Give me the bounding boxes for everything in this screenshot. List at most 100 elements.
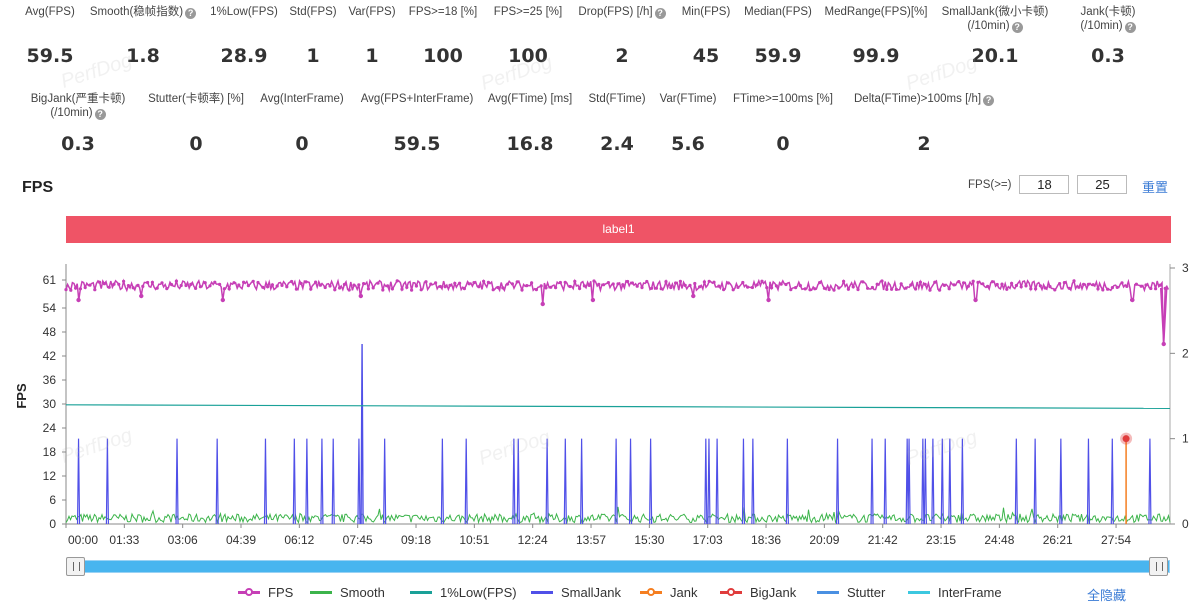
fps-point xyxy=(323,285,327,290)
fps-point xyxy=(578,286,582,291)
label-band[interactable]: label1 xyxy=(66,216,1171,243)
smalljank-spike xyxy=(628,438,633,525)
fps-series-line xyxy=(65,278,1170,345)
fps-point xyxy=(582,284,587,288)
legend-item-stutter[interactable]: Stutter xyxy=(817,585,885,600)
fps-point xyxy=(429,282,433,286)
fps-point xyxy=(1134,282,1138,286)
fps-point xyxy=(914,287,918,291)
fps-point xyxy=(1149,286,1153,291)
smalljank-spike xyxy=(923,438,927,525)
smalljank-spike xyxy=(545,438,549,525)
legend-item-bigjank[interactable]: BigJank xyxy=(720,585,796,600)
legend-label: 1%Low(FPS) xyxy=(440,585,517,600)
fps-point xyxy=(342,282,346,287)
legend-item-smooth[interactable]: Smooth xyxy=(310,585,385,600)
fps-point xyxy=(534,288,539,292)
fps-point xyxy=(1034,287,1038,291)
fps-point xyxy=(770,286,774,290)
help-icon[interactable]: ? xyxy=(1124,22,1136,33)
fps-point xyxy=(122,279,126,283)
fps-point xyxy=(693,281,697,286)
fps-point xyxy=(525,284,529,288)
fps-point xyxy=(251,279,255,283)
legend-swatch xyxy=(238,588,260,596)
fps-point xyxy=(93,288,97,292)
smalljank-spike xyxy=(948,438,952,525)
help-icon[interactable]: ? xyxy=(983,95,995,106)
fps-point xyxy=(78,287,82,291)
fps-point xyxy=(1038,284,1042,288)
slider-handle-right[interactable] xyxy=(1149,557,1168,576)
fps-point xyxy=(909,283,913,287)
stat-value: 0.3 xyxy=(61,133,95,155)
y-tick-label: 30 xyxy=(43,397,57,411)
fps-point xyxy=(818,281,822,285)
x-tick-label: 23:15 xyxy=(926,533,956,547)
stat-value: 99.9 xyxy=(852,45,900,67)
legend-item-jank[interactable]: Jank xyxy=(640,585,697,600)
fps-point xyxy=(419,288,423,292)
legend-item-interframe[interactable]: InterFrame xyxy=(908,585,1002,600)
help-icon[interactable]: ? xyxy=(185,8,197,19)
y-tick-label: 48 xyxy=(43,325,57,339)
fps-point xyxy=(1120,281,1124,285)
fps-point xyxy=(232,281,236,285)
fps-point xyxy=(774,284,779,288)
fps-point xyxy=(837,286,841,290)
fps-point xyxy=(942,283,947,287)
stat-value: 59.5 xyxy=(26,45,74,67)
smalljank-spike xyxy=(357,438,361,525)
x-tick-label: 06:12 xyxy=(284,533,314,547)
x-tick-label: 18:36 xyxy=(751,533,781,547)
legend-item-fps[interactable]: FPS xyxy=(238,585,293,600)
fps-point xyxy=(266,285,270,289)
legend-swatch xyxy=(720,588,742,596)
slider-handle-left[interactable] xyxy=(66,557,85,576)
stat-label: SmallJank(微小卡顿) xyxy=(941,6,1049,18)
fps-point xyxy=(962,281,966,285)
fps-point xyxy=(155,286,159,290)
fps-point xyxy=(530,281,534,285)
fps-point xyxy=(1110,286,1114,290)
fps-point xyxy=(726,281,731,285)
time-range-slider[interactable] xyxy=(66,560,1170,573)
fps-point xyxy=(606,281,611,285)
fps-dip-point xyxy=(139,293,144,299)
x-tick-label: 17:03 xyxy=(693,533,723,547)
smalljank-spike xyxy=(320,438,324,525)
help-icon[interactable]: ? xyxy=(1011,22,1023,33)
fps-point xyxy=(184,283,188,288)
stat-value: 16.8 xyxy=(506,133,554,155)
smalljank-spike xyxy=(1148,438,1152,525)
reset-link[interactable]: 重置 xyxy=(1142,180,1169,195)
help-icon[interactable]: ? xyxy=(654,8,666,19)
fps-point xyxy=(928,288,932,292)
stat-label-unit: (/10min)? xyxy=(8,106,148,120)
hide-all-link[interactable]: 全隐藏 xyxy=(1087,588,1127,602)
fps-point xyxy=(1096,287,1100,291)
fps-point xyxy=(626,279,630,284)
fps-point xyxy=(1005,287,1009,291)
fps-point xyxy=(722,288,726,292)
legend-item-1-low-fps-[interactable]: 1%Low(FPS) xyxy=(410,585,517,600)
fps-point xyxy=(779,282,783,286)
smalljank-spike xyxy=(883,438,887,525)
help-icon[interactable]: ? xyxy=(94,109,106,120)
fps-point xyxy=(1014,283,1019,288)
legend-swatch xyxy=(640,588,662,596)
y-tick-label: 36 xyxy=(43,373,57,387)
fps-point xyxy=(150,280,154,284)
fps-point xyxy=(1154,287,1158,291)
legend-swatch xyxy=(531,591,553,594)
x-tick-label: 09:18 xyxy=(401,533,431,547)
fps-threshold-input-1[interactable] xyxy=(1019,175,1070,194)
stat-stats1-2: 1%Low(FPS) 28.9 xyxy=(174,5,314,67)
stat-label: Smooth(稳帧指数)? xyxy=(73,5,213,19)
fps-threshold-input-2[interactable] xyxy=(1077,175,1128,194)
stat-value: 100 xyxy=(423,45,463,67)
legend-item-smalljank[interactable]: SmallJank xyxy=(531,585,621,600)
stat-value: 0 xyxy=(189,133,203,155)
fps-point xyxy=(222,287,226,291)
